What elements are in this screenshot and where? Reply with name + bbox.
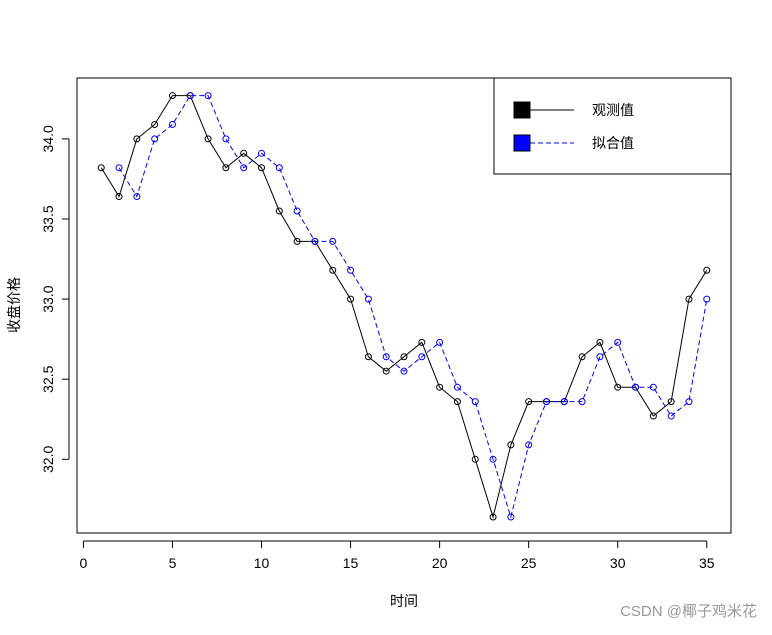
data-point bbox=[382, 353, 390, 361]
data-point bbox=[489, 455, 497, 463]
data-point bbox=[133, 135, 141, 143]
data-point bbox=[596, 353, 604, 361]
data-point bbox=[400, 367, 408, 375]
data-point bbox=[329, 237, 337, 245]
data-point bbox=[222, 135, 230, 143]
data-point bbox=[400, 353, 408, 361]
x-tick-label: 15 bbox=[343, 555, 359, 571]
data-point bbox=[168, 120, 176, 128]
data-point bbox=[382, 367, 390, 375]
data-point bbox=[186, 92, 194, 100]
data-point bbox=[115, 193, 123, 201]
data-point bbox=[222, 164, 230, 172]
data-point bbox=[489, 513, 497, 521]
data-point bbox=[578, 353, 586, 361]
data-point bbox=[649, 383, 657, 391]
data-point bbox=[436, 338, 444, 346]
data-point bbox=[471, 455, 479, 463]
data-point bbox=[596, 338, 604, 346]
data-point bbox=[685, 295, 693, 303]
y-tick-label: 32.5 bbox=[40, 365, 56, 392]
x-axis-label: 时间 bbox=[390, 593, 418, 609]
data-point bbox=[453, 383, 461, 391]
x-tick-label: 30 bbox=[610, 555, 626, 571]
data-point bbox=[614, 338, 622, 346]
y-tick-label: 34.0 bbox=[40, 125, 56, 152]
data-point bbox=[436, 383, 444, 391]
data-point bbox=[632, 383, 640, 391]
data-point bbox=[240, 149, 248, 157]
data-point bbox=[258, 149, 266, 157]
data-point bbox=[275, 164, 283, 172]
data-point bbox=[275, 207, 283, 215]
data-point bbox=[97, 164, 105, 172]
data-point bbox=[168, 92, 176, 100]
data-point bbox=[258, 164, 266, 172]
y-tick-label: 33.0 bbox=[40, 285, 56, 312]
data-point bbox=[542, 398, 550, 406]
x-tick-label: 25 bbox=[521, 555, 537, 571]
data-point bbox=[293, 237, 301, 245]
series-line bbox=[100, 95, 708, 519]
data-point bbox=[667, 398, 675, 406]
legend-label: 拟合值 bbox=[592, 135, 634, 151]
data-point bbox=[560, 398, 568, 406]
x-tick-label: 0 bbox=[80, 555, 88, 571]
y-tick-label: 33.5 bbox=[40, 205, 56, 232]
data-point bbox=[364, 353, 372, 361]
data-point bbox=[507, 441, 515, 449]
data-point bbox=[418, 338, 426, 346]
data-point bbox=[525, 441, 533, 449]
data-point bbox=[703, 295, 711, 303]
data-point bbox=[240, 164, 248, 172]
data-point bbox=[204, 92, 212, 100]
y-axis-label: 收盘价格 bbox=[6, 277, 22, 333]
data-point bbox=[418, 353, 426, 361]
data-point bbox=[614, 383, 622, 391]
plot-frame bbox=[76, 77, 732, 534]
data-point bbox=[293, 207, 301, 215]
data-point bbox=[685, 398, 693, 406]
x-tick-label: 35 bbox=[699, 555, 715, 571]
x-tick-label: 5 bbox=[169, 555, 177, 571]
data-point bbox=[204, 135, 212, 143]
legend-swatch bbox=[513, 101, 531, 119]
series-line bbox=[118, 95, 708, 519]
data-point bbox=[151, 135, 159, 143]
data-point bbox=[525, 398, 533, 406]
data-point bbox=[311, 237, 319, 245]
y-tick-label: 32.0 bbox=[40, 445, 56, 472]
data-point bbox=[578, 398, 586, 406]
watermark: CSDN @椰子鸡米花 bbox=[620, 603, 757, 620]
legend-swatch bbox=[513, 134, 531, 152]
data-point bbox=[115, 164, 123, 172]
data-point bbox=[364, 295, 372, 303]
data-point bbox=[667, 412, 675, 420]
data-point bbox=[347, 295, 355, 303]
data-point bbox=[453, 398, 461, 406]
data-point bbox=[329, 266, 337, 274]
legend-box bbox=[493, 77, 732, 175]
data-point bbox=[703, 266, 711, 274]
data-point bbox=[471, 398, 479, 406]
x-tick-label: 20 bbox=[432, 555, 448, 571]
data-point bbox=[347, 266, 355, 274]
data-point bbox=[649, 412, 657, 420]
data-point bbox=[133, 193, 141, 201]
legend-label: 观测值 bbox=[592, 102, 634, 118]
data-point bbox=[507, 513, 515, 521]
x-tick-label: 10 bbox=[254, 555, 270, 571]
data-point bbox=[151, 120, 159, 128]
